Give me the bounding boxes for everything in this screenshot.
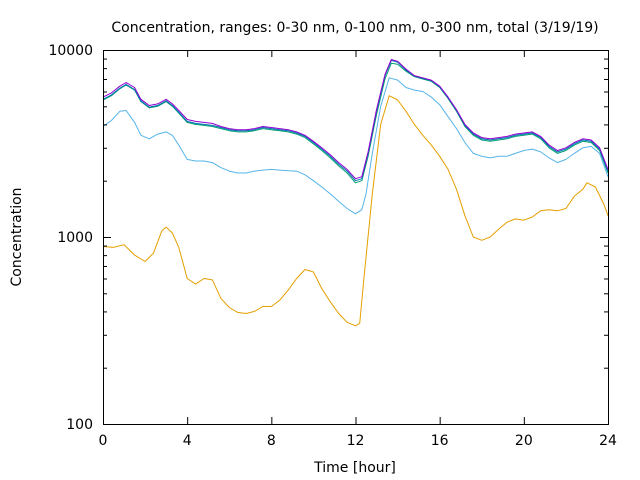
series-layer — [102, 59, 609, 327]
x-tick-label: 16 — [431, 433, 449, 449]
y-tick-label: 100 — [66, 417, 93, 433]
x-tick-label: 20 — [515, 433, 533, 449]
y-tick-label: 1000 — [57, 230, 93, 246]
series-line-3 — [102, 62, 609, 184]
x-tick-label: 4 — [183, 433, 192, 449]
y-axis-label: Concentration — [9, 187, 25, 286]
x-tick-label: 24 — [599, 433, 617, 449]
x-axis-label: Time [hour] — [313, 460, 396, 476]
chart-title: Concentration, ranges: 0-30 nm, 0-100 nm… — [111, 20, 598, 36]
x-tick-label: 12 — [347, 433, 365, 449]
series-line-5 — [102, 59, 609, 180]
x-tick-label: 0 — [99, 433, 108, 449]
plot-frame — [103, 50, 609, 425]
series-line-1 — [102, 95, 609, 327]
x-axis: 0 4 8 12 16 20 24 — [99, 50, 617, 449]
x-tick-label: 8 — [267, 433, 276, 449]
series-line-2 — [102, 77, 609, 215]
y-tick-label: 10000 — [48, 43, 93, 59]
series-line-4 — [102, 59, 609, 182]
y-axis: 100 1000 10000 — [48, 43, 608, 433]
